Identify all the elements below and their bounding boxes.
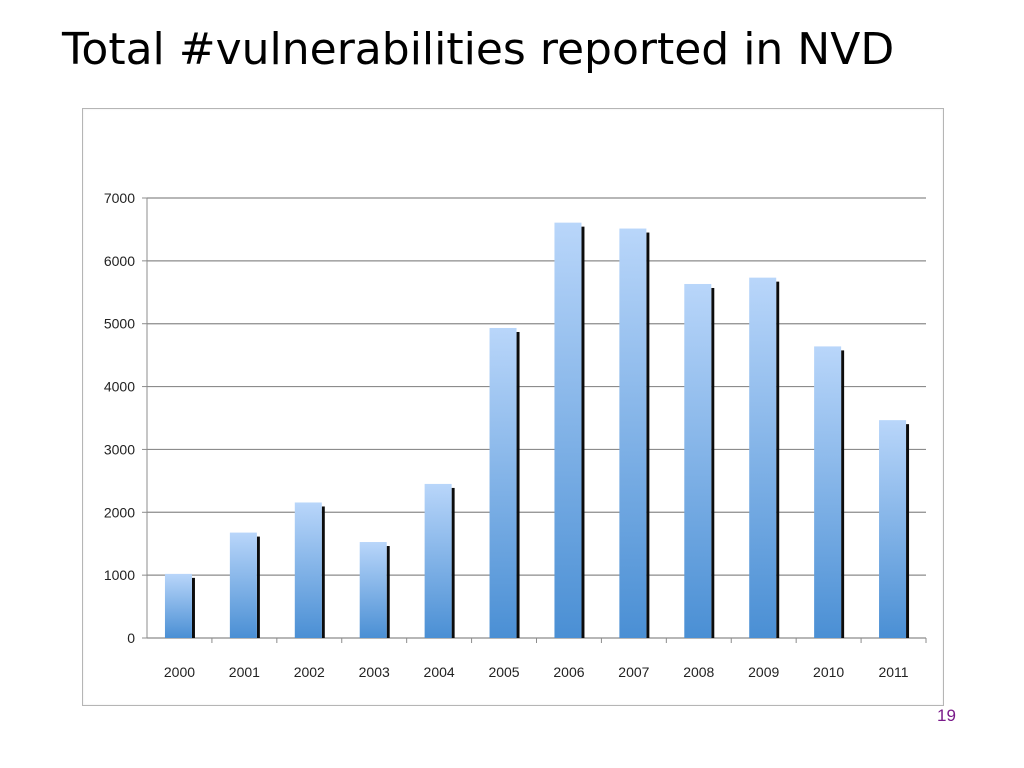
bar-2010 <box>814 346 842 638</box>
bar-chart: 0 1000 2000 3000 4000 5000 6000 7000 2000 2001 200… <box>104 190 927 680</box>
x-tick-label: 2000 <box>164 664 195 680</box>
y-tick-label: 7000 <box>104 190 135 206</box>
x-tick-label: 2009 <box>748 664 779 680</box>
x-tick-label: 2002 <box>294 664 325 680</box>
bar-2001 <box>229 532 257 638</box>
y-tick-label: 0 <box>127 630 135 646</box>
bar-shadow <box>646 232 650 638</box>
y-tick-label: 5000 <box>104 316 135 332</box>
slide-title: Total #vulnerabilities reported in NVD <box>62 24 895 75</box>
x-tick-label: 2004 <box>424 664 455 680</box>
chart-frame: 0 1000 2000 3000 4000 5000 6000 7000 2000 2001 200… <box>82 108 944 706</box>
bar-2005 <box>489 327 517 638</box>
bar-shadow <box>776 281 780 638</box>
slide-number: 19 <box>937 706 956 725</box>
x-tick-label: 2010 <box>813 664 844 680</box>
x-tick-label: 2001 <box>229 664 260 680</box>
bar-shadow <box>191 577 195 638</box>
bar-shadow <box>321 506 325 638</box>
x-tick-label: 2008 <box>683 664 714 680</box>
bar-shadow <box>841 350 845 638</box>
x-tick-label: 2003 <box>359 664 390 680</box>
bar-shadow <box>386 546 390 638</box>
bar-shadow <box>711 287 715 638</box>
bar-shadow <box>451 487 455 638</box>
y-tick-label: 4000 <box>104 379 135 395</box>
x-tick-label: 2007 <box>618 664 649 680</box>
bar-2009 <box>749 277 777 638</box>
bar-shadow <box>256 536 260 638</box>
bar-2008 <box>684 283 712 638</box>
bar-2011 <box>879 420 907 638</box>
bar-2006 <box>554 222 582 638</box>
bar-2000 <box>164 573 192 638</box>
y-tick-label: 6000 <box>104 253 135 269</box>
bar-shadow <box>581 226 585 638</box>
y-tick-label: 3000 <box>104 441 135 457</box>
bar-shadow <box>516 331 520 638</box>
bar-2002 <box>294 502 322 638</box>
bar-2007 <box>619 228 647 638</box>
x-tick-label: 2006 <box>553 664 584 680</box>
bar-2004 <box>424 483 452 638</box>
bar-2003 <box>359 542 387 638</box>
bar-shadow <box>906 424 910 638</box>
x-tick-label: 2005 <box>488 664 519 680</box>
y-tick-label: 1000 <box>104 567 135 583</box>
y-tick-label: 2000 <box>104 504 135 520</box>
x-tick-label: 2011 <box>878 664 908 680</box>
